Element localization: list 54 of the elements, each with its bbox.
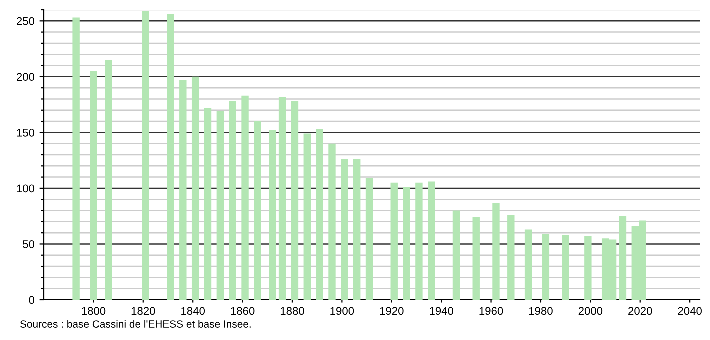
bar — [291, 101, 299, 300]
bar — [180, 80, 187, 300]
bar — [242, 96, 249, 300]
bar — [584, 236, 592, 300]
bar — [229, 101, 236, 300]
y-tick-label: 200 — [16, 73, 35, 82]
x-tick-label: 1980 — [529, 307, 553, 316]
source-note: Sources : base Cassini de l'EHESS et base Insee. — [20, 320, 251, 328]
bar — [304, 134, 311, 300]
y-tick-label: 150 — [17, 128, 35, 137]
bar — [204, 108, 212, 300]
bar — [142, 11, 150, 300]
bar — [428, 182, 436, 300]
bar — [192, 76, 200, 300]
bar — [472, 217, 480, 300]
x-tick-label: 1840 — [182, 307, 206, 316]
bar — [278, 97, 286, 300]
bar — [562, 235, 570, 300]
bar — [403, 187, 410, 300]
bar — [90, 71, 98, 300]
bar — [316, 129, 324, 300]
x-tick-label: 2000 — [578, 307, 603, 316]
bar — [72, 18, 80, 300]
bar — [366, 178, 374, 300]
bar — [341, 159, 348, 300]
x-tick-label: 1960 — [480, 307, 504, 316]
y-tick-label: 50 — [23, 240, 35, 248]
x-tick-label: 1800 — [82, 307, 106, 316]
x-tick-label: 2020 — [628, 307, 652, 316]
bar — [508, 215, 515, 300]
bar — [353, 159, 361, 300]
bar — [254, 122, 262, 300]
bar — [492, 202, 500, 300]
x-tick-label: 1920 — [380, 307, 404, 316]
x-tick-label: 1900 — [330, 307, 354, 316]
bar — [216, 112, 224, 300]
bar — [269, 130, 276, 300]
x-tick-label: 1820 — [132, 307, 156, 316]
bar — [452, 210, 460, 300]
bar — [390, 182, 398, 300]
y-tick-label: 0 — [29, 296, 35, 304]
x-tick-label: 2040 — [678, 307, 702, 316]
y-tick-label: 250 — [16, 17, 35, 26]
y-tick-label: 100 — [17, 184, 35, 193]
bar — [167, 14, 174, 300]
x-tick-label: 1880 — [280, 307, 304, 316]
bar — [542, 234, 550, 300]
x-tick-label: 1860 — [231, 307, 255, 316]
bar — [524, 230, 532, 300]
bar — [105, 60, 112, 300]
bar — [416, 182, 423, 300]
bar — [619, 216, 627, 300]
x-tick-label: 1940 — [430, 307, 454, 316]
bar — [328, 144, 336, 300]
